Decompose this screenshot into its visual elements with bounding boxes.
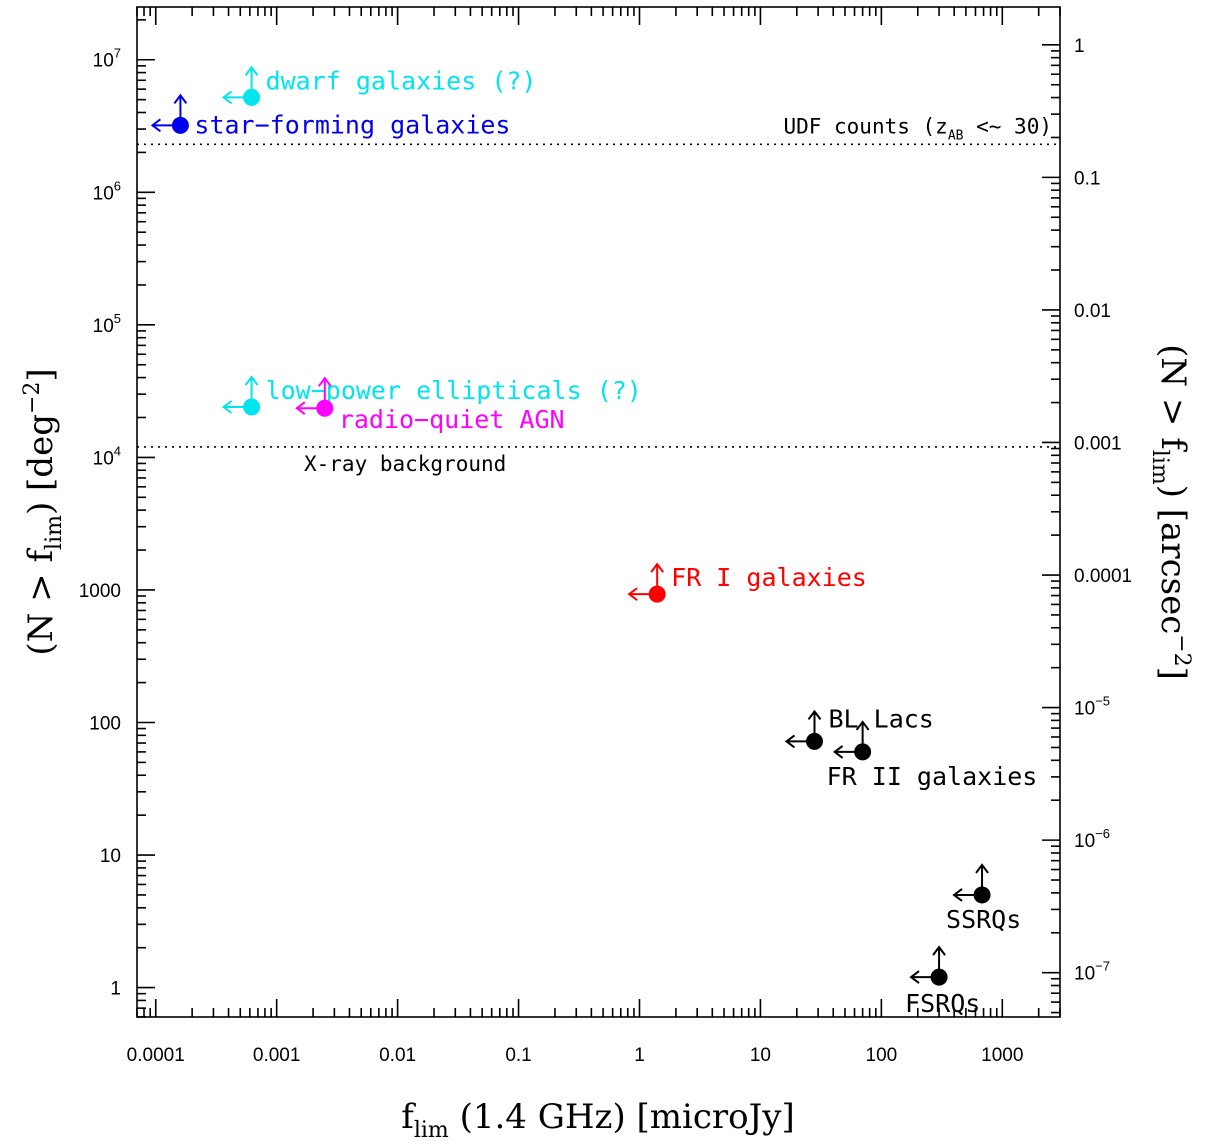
y2-tick-label: 0.1 [1074, 168, 1100, 189]
up-arrow-head [317, 376, 332, 387]
up-arrow-head [975, 863, 989, 874]
data-point-marker [316, 399, 334, 417]
y2-tick-label: 10−5 [1074, 694, 1110, 720]
x-tick-label: 0.0001 [127, 1045, 185, 1066]
data-point-marker [806, 732, 824, 750]
y2-tick-label: 0.001 [1074, 433, 1122, 454]
y2-tick-label: 0.01 [1074, 301, 1111, 322]
data-point: dwarf galaxies (?) [221, 65, 537, 106]
y-tick-label: 105 [93, 311, 121, 337]
x-axis-label: flim (1.4 GHz) [microJy] [401, 1097, 795, 1143]
data-point-label: FR II galaxies [827, 762, 1038, 791]
left-arrow-head [150, 118, 162, 133]
left-arrow-head [627, 587, 638, 601]
reference-line-label: X-ray background [304, 452, 506, 476]
data-point: FR I galaxies [627, 562, 867, 603]
data-point-label: radio−quiet AGN [339, 405, 565, 434]
up-arrow-head [173, 93, 188, 104]
data-point-label: SSRQs [946, 905, 1021, 934]
x-tick-label: 1000 [981, 1045, 1023, 1066]
up-arrow-head [244, 375, 259, 386]
y2-axis-label: (N > flim) [arcsec−2] [1147, 344, 1194, 680]
x-tick-label: 10 [750, 1045, 771, 1066]
data-point-label: BL Lacs [829, 704, 934, 733]
data-point-marker [648, 585, 666, 603]
data-point: star−forming galaxies [150, 93, 510, 139]
y2-tick-label: 0.0001 [1074, 566, 1132, 587]
x-tick-label: 0.01 [379, 1045, 416, 1066]
data-point: BL Lacs [784, 704, 934, 750]
left-arrow-head [832, 745, 844, 759]
left-arrow-head [784, 734, 796, 749]
y2-tick-label: 1 [1074, 36, 1085, 57]
data-point: radio−quiet AGN [295, 376, 565, 434]
data-point-label: low−power ellipticals (?) [266, 376, 642, 405]
plot-frame [136, 6, 1061, 1018]
data-point-marker [171, 116, 189, 134]
data-point-marker [854, 743, 872, 761]
data-point-marker [930, 968, 948, 986]
up-arrow-head [807, 709, 822, 721]
left-arrow-head [952, 888, 963, 902]
y-tick-label: 106 [93, 178, 121, 204]
up-arrow-head [932, 945, 946, 956]
data-point-marker [973, 886, 991, 904]
reference-line-label: UDF counts (zAB <~ 30) [783, 114, 1052, 143]
y2-tick-label: 10−6 [1074, 826, 1110, 852]
data-point-label: FR I galaxies [671, 563, 867, 592]
data-point: SSRQs [946, 863, 1021, 934]
left-arrow-head [295, 401, 306, 416]
y-tick-label: 1000 [79, 581, 121, 602]
left-arrow-head [909, 970, 920, 984]
data-point-marker [243, 88, 261, 106]
y-tick-label: 1 [110, 979, 121, 1000]
y-axis-label: (N > flim) [deg−2] [20, 368, 67, 655]
up-arrow-head [650, 562, 664, 573]
data-point-label: dwarf galaxies (?) [266, 66, 537, 95]
y-tick-label: 100 [89, 713, 121, 734]
y-tick-label: 107 [93, 46, 121, 72]
data-point: low−power ellipticals (?) [221, 375, 642, 416]
x-tick-label: 1 [634, 1045, 645, 1066]
left-arrow-head [221, 90, 233, 105]
data-point-label: FSRQs [905, 989, 980, 1018]
y-tick-label: 104 [93, 443, 121, 469]
x-tick-label: 0.1 [505, 1045, 531, 1066]
y-tick-label: 10 [100, 846, 121, 867]
y2-tick-label: 10−7 [1074, 959, 1110, 985]
data-point: FR II galaxies [827, 720, 1038, 791]
x-tick-label: 100 [866, 1045, 898, 1066]
x-tick-label: 0.001 [253, 1045, 301, 1066]
up-arrow-head [855, 720, 870, 731]
up-arrow-head [244, 65, 259, 76]
data-point: FSRQs [905, 945, 980, 1018]
left-arrow-head [221, 400, 233, 414]
data-point-label: star−forming galaxies [194, 110, 510, 139]
data-point-marker [243, 398, 261, 416]
